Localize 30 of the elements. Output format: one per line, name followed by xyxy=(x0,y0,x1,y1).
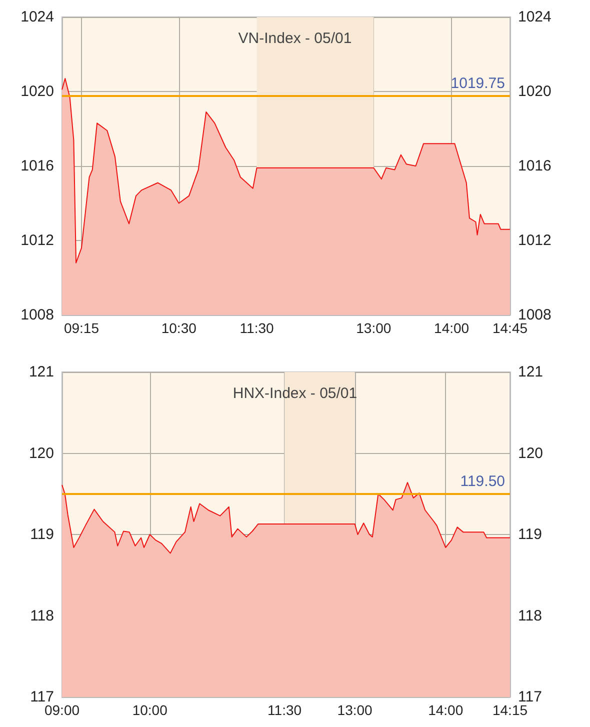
y-tick-label: 1008 xyxy=(20,306,54,324)
y-tick-label: 1024 xyxy=(20,8,54,26)
x-tick-label: 14:00 xyxy=(428,702,464,718)
y2-tick-label: 1024 xyxy=(518,8,552,26)
text: HNX-Index - 05/01 xyxy=(232,385,358,402)
y2-tick-label: 120 xyxy=(518,444,544,462)
ref-line-label: 1019.75 xyxy=(450,75,505,92)
x-tick-label: 10:00 xyxy=(132,702,168,718)
x-tick-label: 09:15 xyxy=(64,320,100,336)
x-tick-label: 13:00 xyxy=(356,320,392,336)
y-tick-label: 120 xyxy=(28,444,54,462)
y2-tick-label: 1012 xyxy=(518,232,552,249)
x-tick-label: 11:30 xyxy=(268,702,302,718)
y-tick-label: 119 xyxy=(30,526,54,543)
y2-tick-label: 1020 xyxy=(518,83,552,100)
x-tick-label: 14:00 xyxy=(434,320,470,336)
y-tick-label: 1012 xyxy=(20,232,54,249)
x-tick-label: 11:30 xyxy=(240,320,274,336)
ref-line-label: 119.50 xyxy=(460,472,505,490)
y2-tick-label: 119 xyxy=(518,526,542,543)
text: VN-Index - 05/01 xyxy=(238,30,352,47)
y-tick-label: 118 xyxy=(30,607,54,624)
y2-tick-label: 121 xyxy=(518,364,544,380)
y-tick-label: 121 xyxy=(28,364,54,380)
y-tick-label: 1020 xyxy=(20,83,54,100)
y2-tick-label: 118 xyxy=(518,607,542,624)
y-tick-label: 1016 xyxy=(20,158,54,174)
x-tick-label: 10:30 xyxy=(161,320,197,336)
x-tick-label: 13:00 xyxy=(337,702,373,718)
y2-tick-label: 1016 xyxy=(518,158,552,174)
